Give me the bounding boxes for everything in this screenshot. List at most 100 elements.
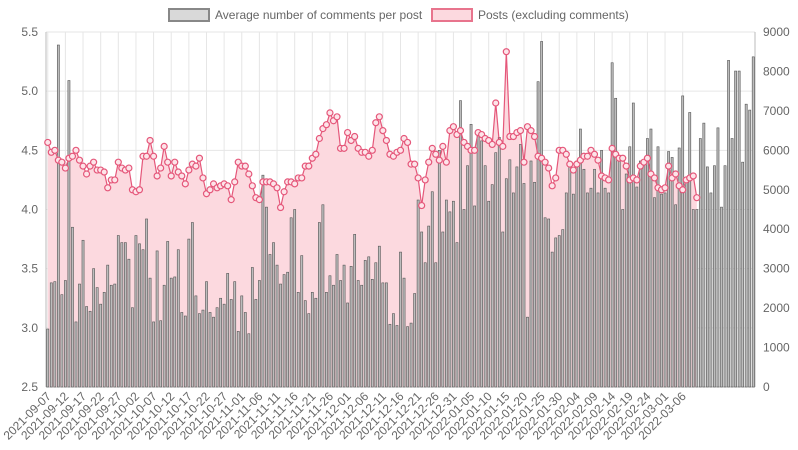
comments-bar[interactable] [529, 160, 533, 388]
posts-point[interactable] [693, 194, 701, 202]
posts-point[interactable] [343, 128, 352, 137]
comments-bar[interactable] [698, 138, 702, 388]
posts-point[interactable] [326, 109, 334, 117]
comments-bar[interactable] [582, 168, 586, 388]
comments-bar[interactable] [236, 331, 240, 388]
comments-bar[interactable] [416, 199, 420, 388]
comments-bar[interactable] [56, 44, 60, 388]
legend-swatch-posts[interactable] [431, 8, 473, 22]
comments-bar[interactable] [268, 254, 272, 388]
comments-bar[interactable] [265, 206, 268, 388]
comments-bar[interactable] [519, 144, 522, 388]
comments-bar[interactable] [688, 112, 692, 388]
comments-bar[interactable] [677, 147, 681, 388]
comments-bar[interactable] [469, 124, 473, 388]
posts-point[interactable] [58, 158, 66, 166]
comments-bar[interactable] [222, 303, 226, 388]
posts-point[interactable] [185, 166, 193, 174]
posts-point[interactable] [248, 182, 256, 190]
posts-point[interactable] [449, 123, 458, 131]
posts-point[interactable] [679, 186, 687, 194]
posts-point[interactable] [206, 186, 214, 194]
posts-point[interactable] [164, 158, 172, 166]
posts-point[interactable] [333, 113, 341, 121]
posts-point[interactable] [418, 201, 426, 210]
comments-bar[interactable] [681, 95, 685, 388]
posts-point[interactable] [375, 113, 383, 121]
comments-bar[interactable] [596, 192, 600, 388]
comments-bar[interactable] [99, 303, 103, 388]
posts-point[interactable] [502, 48, 510, 56]
comments-bar[interactable] [173, 276, 177, 388]
comments-bar[interactable] [571, 193, 575, 388]
comments-bar[interactable] [183, 315, 187, 388]
comments-bar[interactable] [656, 146, 660, 388]
comments-bar[interactable] [370, 279, 374, 388]
comments-bar[interactable] [462, 209, 466, 388]
posts-point[interactable] [372, 119, 380, 127]
comments-bar[interactable] [392, 313, 395, 388]
comments-bar[interactable] [328, 275, 332, 388]
comments-bar[interactable] [342, 264, 346, 388]
comments-bar[interactable] [116, 235, 120, 388]
comments-bar[interactable] [409, 322, 413, 388]
comments-bar[interactable] [321, 204, 325, 388]
comments-bar[interactable] [522, 183, 526, 388]
comments-bar[interactable] [120, 242, 124, 388]
comments-bar[interactable] [282, 274, 286, 388]
comments-bar[interactable] [102, 292, 106, 388]
comments-bar[interactable] [589, 187, 593, 388]
comments-bar[interactable] [547, 218, 551, 388]
comments-bar[interactable] [487, 200, 491, 388]
comments-bar[interactable] [272, 242, 275, 388]
comments-bar[interactable] [476, 129, 480, 388]
posts-point[interactable] [499, 142, 507, 150]
comments-bar[interactable] [473, 205, 476, 388]
comments-bar[interactable] [434, 262, 438, 388]
comments-bar[interactable] [466, 165, 469, 388]
comments-bar[interactable] [74, 321, 78, 388]
posts-point[interactable] [72, 146, 80, 154]
comments-bar[interactable] [279, 283, 282, 388]
comments-bar[interactable] [219, 297, 222, 388]
comments-bar[interactable] [751, 56, 755, 388]
posts-point[interactable] [44, 138, 52, 147]
comments-bar[interactable] [145, 218, 148, 388]
comments-bar[interactable] [568, 161, 572, 388]
comments-bar[interactable] [561, 229, 565, 388]
posts-point[interactable] [527, 127, 535, 135]
comments-bar[interactable] [166, 241, 170, 388]
comments-bar[interactable] [385, 282, 388, 388]
posts-point[interactable] [312, 150, 320, 158]
comments-bar[interactable] [691, 209, 695, 388]
comments-bar[interactable] [512, 192, 515, 388]
comments-bar[interactable] [339, 280, 342, 388]
comments-bar[interactable] [444, 199, 448, 388]
comments-bar[interactable] [490, 184, 494, 388]
comments-bar[interactable] [254, 299, 258, 388]
comments-bar[interactable] [663, 192, 667, 388]
comments-bar[interactable] [483, 165, 487, 388]
posts-point[interactable] [146, 136, 154, 145]
posts-point[interactable] [520, 158, 528, 166]
posts-point[interactable] [227, 196, 235, 204]
posts-point[interactable] [608, 144, 616, 152]
posts-point[interactable] [425, 158, 433, 166]
comments-bar[interactable] [377, 245, 381, 388]
legend-label-posts[interactable]: Posts (excluding comments) [478, 8, 629, 22]
posts-point[interactable] [241, 162, 249, 170]
comments-bar[interactable] [720, 206, 723, 388]
comments-bar[interactable] [152, 321, 155, 388]
comments-bar[interactable] [646, 138, 649, 388]
posts-point[interactable] [492, 99, 500, 107]
comments-bar[interactable] [423, 262, 427, 388]
posts-point[interactable] [192, 162, 200, 170]
comments-bar[interactable] [684, 181, 688, 388]
comments-bar[interactable] [78, 283, 81, 388]
comments-bar[interactable] [734, 70, 737, 388]
comments-bar[interactable] [480, 140, 483, 388]
comments-bar[interactable] [363, 260, 367, 388]
posts-point[interactable] [100, 168, 108, 176]
posts-point[interactable] [298, 174, 306, 182]
posts-point[interactable] [365, 152, 373, 160]
